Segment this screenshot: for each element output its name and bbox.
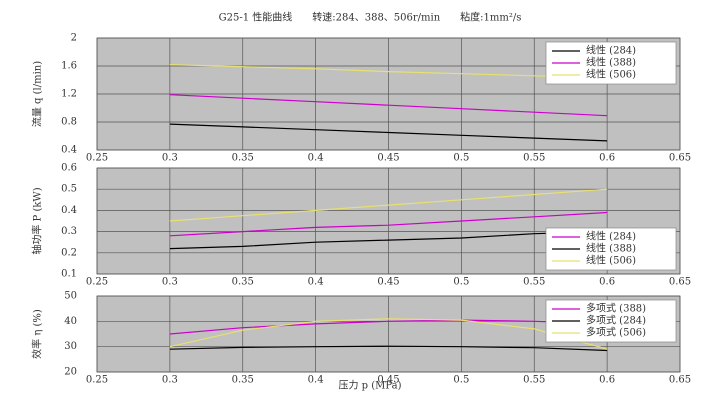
x-tick-label: 0.3 [162, 277, 178, 288]
x-tick-label: 0.5 [453, 153, 469, 164]
legend-label: 线性 (506) [586, 254, 636, 267]
x-tick-label: 0.35 [232, 277, 254, 288]
y-tick-label: 1.6 [61, 61, 77, 72]
x-tick-label: 0.6 [599, 153, 615, 164]
x-tick-label: 0.6 [599, 375, 615, 386]
x-tick-label: 0.45 [377, 375, 399, 386]
y-tick-label: 0.8 [61, 117, 77, 128]
x-axis-label: 压力 p (MPa) [338, 379, 401, 392]
y-tick-label: 0.2 [61, 247, 77, 258]
x-tick-label: 0.3 [162, 375, 178, 386]
x-tick-label: 0.65 [669, 277, 691, 288]
x-tick-label: 0.3 [162, 153, 178, 164]
y-axis-label: 流量 q (l/min) [31, 61, 44, 127]
y-tick-label: 0.1 [61, 269, 77, 280]
series-line [169, 345, 608, 352]
series-line [169, 318, 608, 350]
y-tick-label: 50 [64, 291, 77, 302]
series-line [169, 231, 608, 250]
series-line [169, 94, 608, 117]
x-tick-label: 0.45 [377, 153, 399, 164]
y-tick-label: 0.4 [61, 145, 77, 156]
x-tick-label: 0.4 [308, 153, 324, 164]
x-tick-label: 0.65 [669, 375, 691, 386]
y-tick-label: 2 [71, 33, 77, 44]
x-tick-label: 0.35 [232, 153, 254, 164]
legend-label: 线性 (388) [586, 56, 636, 69]
legend-label: 线性 (284) [586, 44, 636, 57]
x-tick-label: 0.5 [453, 277, 469, 288]
y-axis-label: 轴功率 P (kW) [31, 187, 44, 254]
y-tick-label: 0.6 [61, 163, 77, 174]
series-line [169, 123, 608, 142]
x-tick-label: 0.4 [308, 375, 324, 386]
x-tick-label: 0.65 [669, 153, 691, 164]
x-tick-label: 0.25 [86, 153, 108, 164]
y-tick-label: 0.3 [61, 226, 77, 237]
x-tick-label: 0.25 [86, 277, 108, 288]
y-tick-label: 0.4 [61, 205, 77, 216]
legend-label: 线性 (506) [586, 68, 636, 81]
x-tick-label: 0.35 [232, 375, 254, 386]
y-tick-label: 0.5 [61, 184, 77, 195]
x-tick-label: 0.5 [453, 375, 469, 386]
legend-label: 多项式 (284) [586, 314, 646, 327]
series-line [169, 211, 608, 237]
x-tick-label: 0.55 [523, 277, 545, 288]
x-tick-label: 0.55 [523, 153, 545, 164]
series-line [169, 319, 608, 335]
legend-label: 多项式 (506) [586, 326, 646, 339]
y-axis-label: 效率 η (%) [31, 309, 44, 359]
series-line [169, 188, 608, 222]
legend-label: 多项式 (388) [586, 302, 646, 315]
x-tick-label: 0.45 [377, 277, 399, 288]
x-tick-label: 0.25 [86, 375, 108, 386]
chart-title: G25-1 性能曲线 转速:284、388、506r/min 粘度:1mm²/s [219, 11, 522, 24]
x-tick-label: 0.6 [599, 277, 615, 288]
series-line [169, 64, 608, 79]
y-tick-label: 30 [64, 341, 77, 352]
y-tick-label: 40 [64, 316, 77, 327]
y-tick-label: 20 [64, 367, 77, 378]
legend-label: 线性 (388) [586, 242, 636, 255]
x-tick-label: 0.55 [523, 375, 545, 386]
y-tick-label: 1.2 [61, 89, 77, 100]
x-tick-label: 0.4 [308, 277, 324, 288]
legend-label: 线性 (284) [586, 230, 636, 243]
